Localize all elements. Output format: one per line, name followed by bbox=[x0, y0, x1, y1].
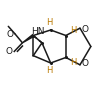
Text: O: O bbox=[6, 47, 13, 56]
Text: HN: HN bbox=[31, 27, 44, 36]
Text: H: H bbox=[46, 18, 53, 27]
Text: H: H bbox=[70, 58, 77, 67]
Text: O: O bbox=[7, 30, 14, 39]
Text: H: H bbox=[46, 66, 53, 75]
Text: O: O bbox=[81, 25, 88, 34]
Polygon shape bbox=[22, 35, 34, 43]
Text: H: H bbox=[70, 26, 77, 35]
Text: O: O bbox=[81, 59, 88, 68]
